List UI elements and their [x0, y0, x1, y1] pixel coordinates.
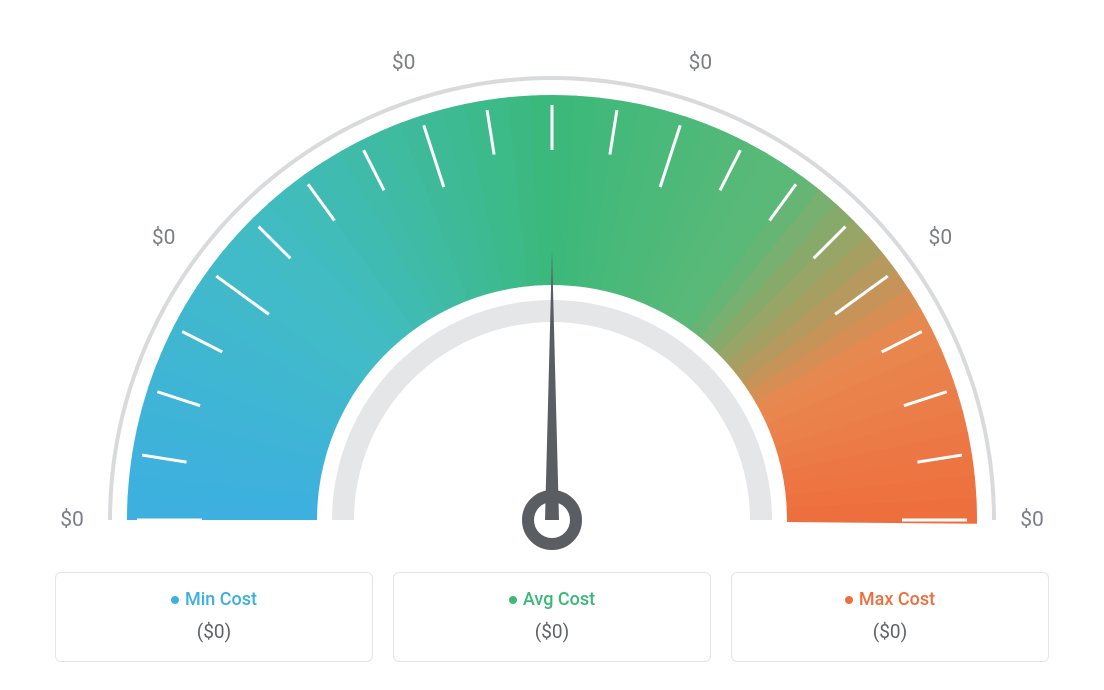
legend-label-avg: Avg Cost	[523, 589, 595, 610]
gauge-tick-label: $0	[929, 226, 953, 250]
legend-card-max: Max Cost ($0)	[731, 572, 1049, 662]
legend-title-min: Min Cost	[66, 589, 362, 610]
legend-value-min: ($0)	[66, 620, 362, 643]
gauge-tick-label: $0	[152, 226, 176, 250]
legend-dot-max	[845, 596, 853, 604]
legend-dot-avg	[509, 596, 517, 604]
gauge-tick-label: $0	[689, 51, 713, 75]
gauge-tick-label: $0	[392, 51, 416, 75]
gauge-svg	[0, 0, 1104, 560]
legend-row: Min Cost ($0) Avg Cost ($0) Max Cost ($0…	[55, 572, 1049, 662]
cost-gauge: $0 $0 $0 $0 $0 $0	[0, 0, 1104, 560]
legend-title-avg: Avg Cost	[404, 589, 700, 610]
legend-label-max: Max Cost	[859, 589, 935, 610]
legend-card-avg: Avg Cost ($0)	[393, 572, 711, 662]
legend-value-max: ($0)	[742, 620, 1038, 643]
legend-card-min: Min Cost ($0)	[55, 572, 373, 662]
legend-value-avg: ($0)	[404, 620, 700, 643]
legend-title-max: Max Cost	[742, 589, 1038, 610]
legend-dot-min	[171, 596, 179, 604]
gauge-tick-label: $0	[1020, 508, 1044, 532]
legend-label-min: Min Cost	[185, 589, 257, 610]
gauge-tick-label: $0	[60, 508, 84, 532]
